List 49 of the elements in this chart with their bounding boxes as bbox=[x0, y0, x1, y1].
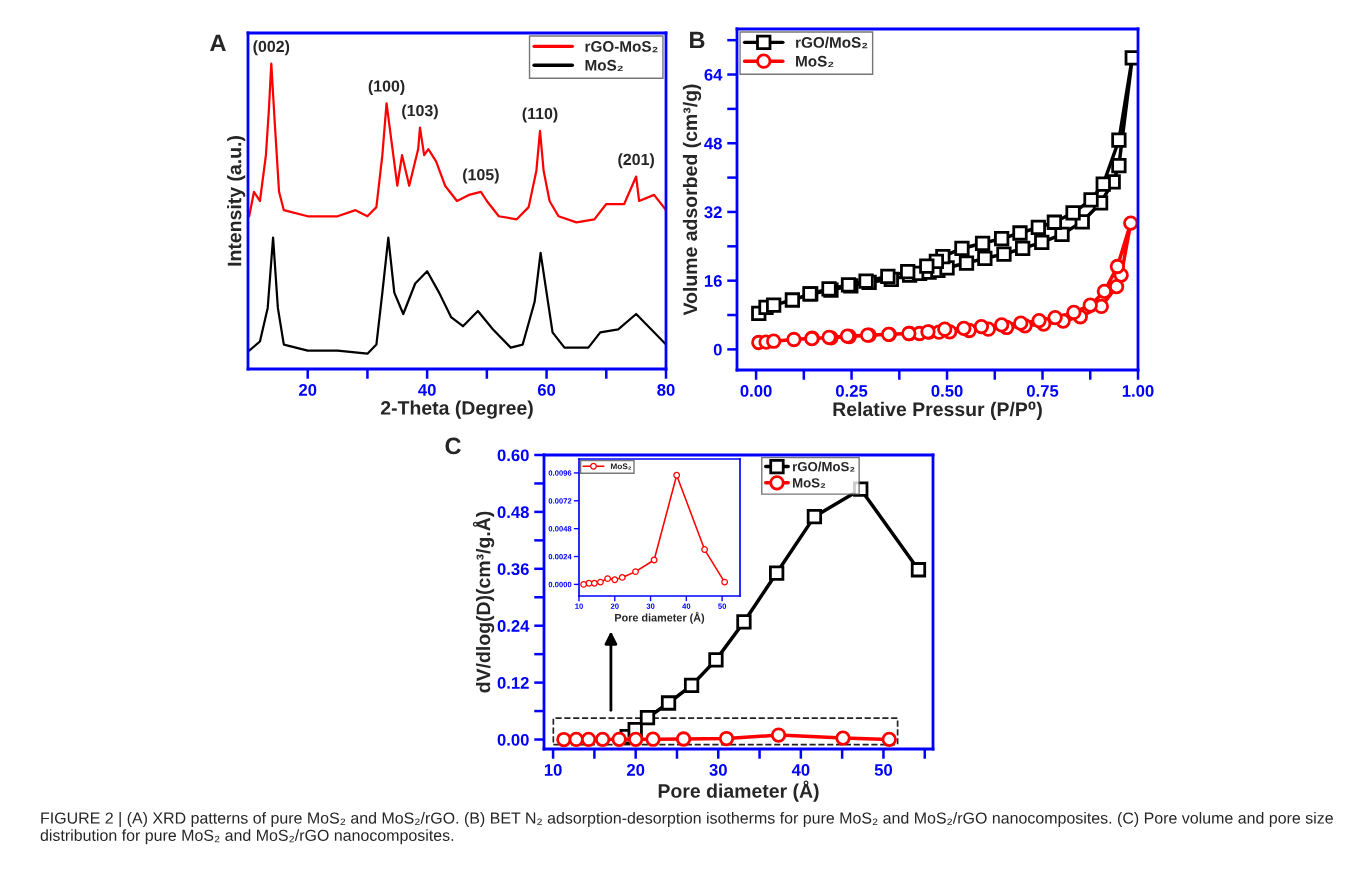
y-tick-label: 0.48 bbox=[497, 506, 529, 519]
x-tick-label: 10 bbox=[544, 764, 562, 776]
text: C bbox=[445, 437, 461, 455]
x-axis-title: 2-Theta (Degree) bbox=[380, 400, 533, 419]
annotation: (110) bbox=[522, 107, 558, 123]
annotation: (002) bbox=[253, 40, 290, 56]
x-tick-label: 0.25 bbox=[836, 385, 868, 397]
y-tick-label: 0.12 bbox=[497, 677, 529, 689]
legend-label: MoS₂ bbox=[796, 55, 834, 68]
x-tick-label: 20 bbox=[299, 384, 317, 396]
y-axis-title: Volume adsorbed (cm³/g) bbox=[682, 84, 702, 316]
x-tick-label: 0.50 bbox=[931, 385, 963, 397]
annotation: (105) bbox=[463, 168, 499, 184]
legend-label: rGO-MoS₂ bbox=[585, 41, 658, 53]
y-tick-label: 16 bbox=[704, 275, 722, 287]
legend-label: rGO/MoS₂ bbox=[796, 36, 868, 49]
y-tick-label: 0.24 bbox=[497, 620, 530, 632]
x-tick-label: 20 bbox=[626, 764, 645, 776]
x-tick-label: 50 bbox=[874, 764, 893, 776]
y-tick-label: 0.36 bbox=[497, 563, 529, 576]
legend-label: rGO/MoS₂ bbox=[793, 461, 855, 472]
y-tick-label: 0.60 bbox=[497, 449, 529, 462]
legend-label: MoS₂ bbox=[610, 463, 632, 470]
x-tick-label: 60 bbox=[537, 384, 556, 396]
y-tick-label: 0 bbox=[713, 343, 722, 356]
x-tick-label: 80 bbox=[657, 384, 675, 396]
y-tick-label: 64 bbox=[704, 68, 723, 81]
x-axis-title: Pore diameter (Å) bbox=[658, 780, 819, 802]
x-tick-label: 40 bbox=[418, 384, 436, 396]
x-tick-label: 0.75 bbox=[1026, 385, 1059, 397]
x-tick-label: 1.00 bbox=[1122, 385, 1154, 397]
legend-label: MoS₂ bbox=[793, 478, 826, 488]
annotation: (103) bbox=[402, 104, 438, 120]
x-axis-title: Pore diameter (Å) bbox=[615, 611, 705, 624]
annotation: (201) bbox=[618, 153, 654, 169]
text: B bbox=[690, 31, 705, 49]
caption: FIGURE 2 | (A) XRD patterns of pure MoS₂ and MoS₂/rGO. (B) BET N₂ adsorption-desorption isotherms for pure MoS₂ and MoS₂/rGO nanocomposites. (C) Pore volume and pore size distribution for pure MoS₂ and MoS₂/rGO nanocomposites. bbox=[40, 812, 1333, 845]
x-tick-label: 0.00 bbox=[740, 385, 772, 397]
y-axis-title: Intensity (a.u.) bbox=[227, 136, 246, 266]
x-tick-label: 30 bbox=[709, 764, 727, 776]
legend-label: MoS₂ bbox=[585, 59, 623, 72]
x-tick-label: 40 bbox=[791, 764, 810, 776]
y-tick-label: 0.00 bbox=[497, 733, 529, 746]
y-axis-title: dV/dlog(D)(cm³/g.Å) bbox=[472, 511, 495, 693]
annotation: (100) bbox=[368, 80, 405, 95]
text: A bbox=[210, 34, 226, 52]
y-tick-label: 32 bbox=[704, 206, 722, 219]
x-axis-title: Relative Pressur (P/P⁰) bbox=[833, 401, 1042, 420]
y-tick-label: 48 bbox=[704, 137, 722, 150]
